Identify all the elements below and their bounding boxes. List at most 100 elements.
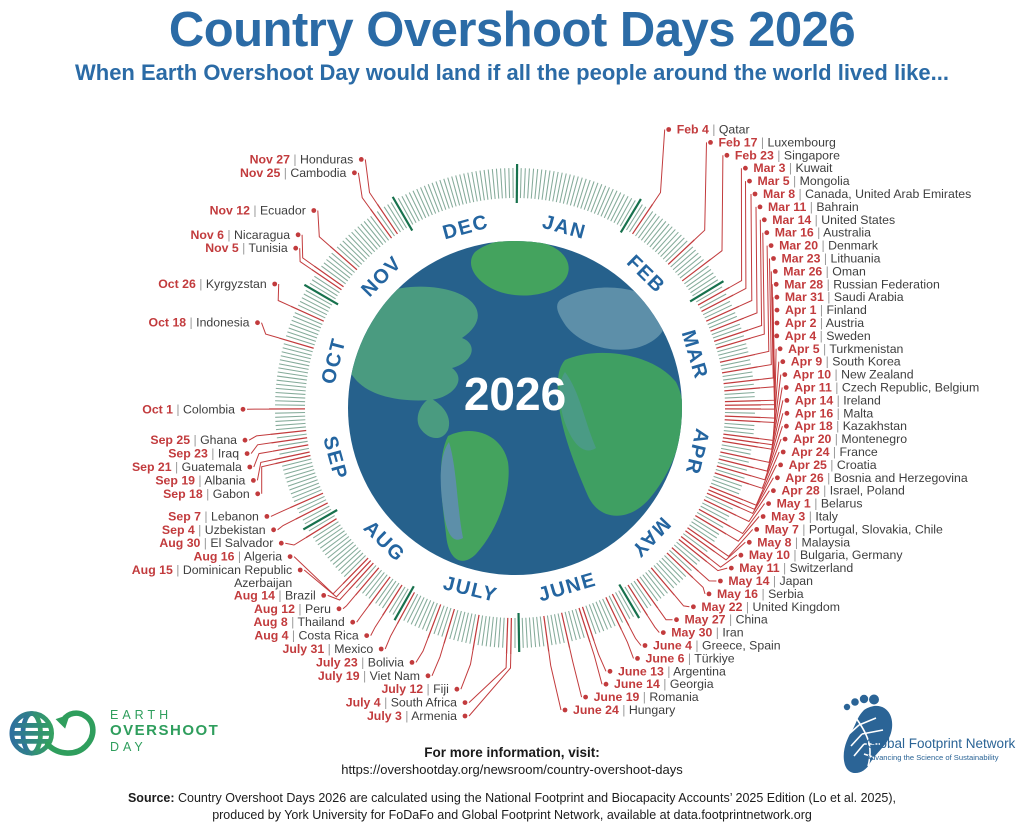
country-name: Australia: [823, 226, 871, 240]
country-label: Apr 25 | Croatia: [789, 458, 877, 472]
overshoot-date: July 23: [316, 655, 358, 669]
day-tick: [420, 187, 433, 216]
leader-dot: [766, 501, 771, 506]
leader-dot: [674, 617, 679, 623]
day-tick: [671, 547, 700, 573]
leader-line: [384, 623, 398, 650]
info-heading: For more information, visit:: [424, 745, 600, 760]
overshoot-date: Sep 25: [150, 433, 190, 447]
day-tick: [657, 231, 679, 255]
leader-line: [748, 438, 782, 489]
overshoot-date: Mar 3: [753, 161, 785, 175]
leader-line: [256, 459, 275, 481]
country-label: Feb 17 | Luxembourg: [719, 135, 837, 149]
day-tick: [355, 565, 377, 589]
day-tick: [685, 530, 716, 553]
day-tick: [283, 461, 313, 471]
day-tick: [275, 411, 306, 414]
leader-line: [342, 594, 356, 610]
day-tick: [331, 252, 355, 273]
leader-line: [706, 561, 728, 572]
label-separator: |: [196, 277, 206, 291]
day-tick: [720, 451, 756, 461]
day-tick: [405, 194, 420, 222]
leader-dot: [783, 385, 789, 390]
country-label: Apr 1 | Finland: [785, 303, 867, 317]
country-name: Bolivia: [368, 655, 404, 669]
leader-dot: [743, 165, 748, 171]
day-tick: [557, 613, 565, 644]
day-tick: [491, 169, 496, 199]
day-tick: [525, 617, 528, 648]
country-name: Czech Republic, Belgium: [842, 381, 979, 395]
country-label: Apr 24 | France: [791, 445, 878, 459]
country-label: Apr 26 | Bosnia and Herzegovina: [785, 471, 967, 485]
leader-dot: [607, 668, 613, 674]
day-tick: [477, 615, 484, 646]
country-name: Nicaragua: [234, 228, 290, 242]
day-tick: [278, 337, 314, 349]
day-tick: [271, 437, 308, 444]
day-tick: [566, 175, 575, 205]
label-separator: |: [822, 355, 832, 369]
overshoot-date: Nov 5: [205, 241, 239, 255]
gfn-name: Global Footprint Network: [866, 736, 1016, 751]
label-separator: |: [780, 561, 790, 575]
leader-line: [431, 643, 445, 676]
label-separator: |: [816, 316, 825, 330]
day-tick: [338, 549, 361, 572]
day-tick: [279, 359, 310, 367]
leader-dot: [311, 208, 317, 213]
day-tick: [662, 237, 685, 260]
day-tick: [277, 375, 307, 381]
overshoot-date: Apr 4: [785, 329, 817, 343]
day-tick: [302, 509, 338, 531]
country-name: Austria: [826, 316, 864, 330]
day-tick-ring: [268, 163, 762, 654]
day-tick: [661, 557, 684, 580]
overshoot-date: Apr 5: [788, 342, 820, 356]
label-separator: |: [791, 535, 801, 549]
country-label: Oct 26 | Kyrgyzstan: [158, 277, 267, 291]
day-tick: [472, 614, 480, 651]
day-tick: [311, 279, 338, 297]
day-tick: [703, 499, 737, 516]
label-separator: |: [684, 651, 694, 665]
country-label: Aug 14 | Brazil: [234, 588, 316, 602]
day-tick: [517, 612, 521, 652]
country-name: Sweden: [826, 329, 871, 343]
overshoot-date: July 3: [367, 709, 402, 723]
day-tick: [717, 343, 747, 353]
overshoot-date: Feb 23: [735, 148, 774, 162]
day-tick: [719, 454, 749, 463]
day-tick: [336, 246, 360, 268]
leader-dot: [768, 243, 774, 249]
country-name: Thailand: [298, 615, 345, 629]
leader-line: [270, 507, 291, 517]
day-tick: [274, 451, 310, 461]
label-separator: |: [173, 402, 183, 416]
label-separator: |: [239, 241, 249, 255]
day-tick: [275, 454, 311, 465]
day-tick: [327, 538, 352, 559]
day-tick: [532, 617, 537, 648]
country-label: May 1 | Belarus: [777, 497, 863, 511]
country-name: Albania: [204, 473, 245, 487]
country-label: Sep 7 | Lebanon: [168, 509, 259, 523]
day-tick: [363, 221, 384, 246]
day-tick: [345, 560, 372, 588]
country-name: France: [840, 445, 878, 459]
leader-dot: [462, 713, 468, 719]
country-name: Qatar: [719, 123, 750, 137]
overshoot-date: Oct 26: [158, 277, 196, 291]
day-tick: [505, 617, 509, 654]
country-label: May 22 | United Kingdom: [701, 600, 840, 614]
leader-dot: [660, 630, 666, 635]
day-tick: [688, 272, 714, 291]
label-separator: |: [186, 316, 196, 330]
leader-dot: [718, 578, 723, 584]
day-tick: [416, 188, 430, 217]
day-tick: [437, 606, 449, 636]
overshoot-date: May 3: [771, 510, 805, 524]
